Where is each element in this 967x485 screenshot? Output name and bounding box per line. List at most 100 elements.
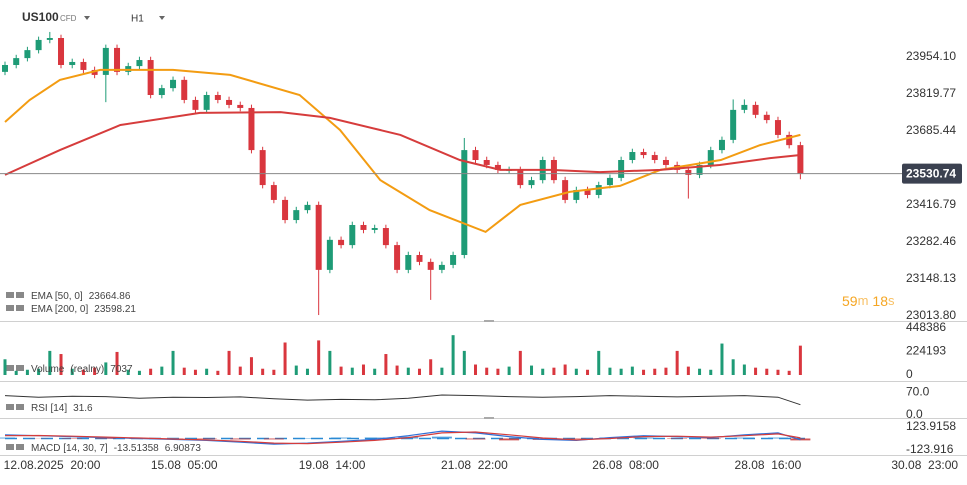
candle-body [730, 110, 736, 140]
y-tick-label: 0 [906, 367, 913, 381]
volume-bar [575, 369, 578, 375]
volume-bar [216, 371, 219, 375]
candle-body [136, 60, 142, 66]
volume-bar [104, 362, 107, 375]
legend-text: Volume [31, 364, 65, 375]
legend-entry: RSI [14]31.6 [31, 403, 93, 414]
legend-text: EMA [50, 0] [31, 291, 83, 302]
volume-bar [799, 346, 802, 375]
x-tick-label: 26.08 08:00 [592, 458, 659, 472]
candle-body [529, 180, 535, 185]
candle-body [80, 62, 86, 70]
volume-bar [306, 369, 309, 375]
candle-body [797, 145, 803, 173]
volume-bar [664, 368, 667, 375]
volume-bar [732, 359, 735, 375]
legend-text: (realny) [70, 364, 104, 375]
legend-text: MACD [14, 30, 7] [31, 443, 108, 454]
volume-bar [328, 351, 331, 375]
timeframe[interactable]: H1 [131, 14, 144, 25]
candle-body [775, 120, 781, 135]
candle-body [237, 105, 243, 108]
volume-bar [788, 371, 791, 375]
volume-bar [340, 367, 343, 375]
resize-handle[interactable] [484, 417, 494, 419]
candle-body [416, 255, 422, 262]
volume-bar [429, 359, 432, 375]
candle-body [36, 40, 42, 50]
histogram-bar [230, 438, 250, 439]
volume-bar [519, 351, 522, 375]
y-tick-label: -123.916 [906, 442, 954, 456]
resize-handle[interactable] [484, 320, 494, 322]
volume-bar [698, 369, 701, 375]
y-tick-label: 224193 [906, 344, 946, 358]
histogram-bar [264, 438, 284, 439]
volume-bar [463, 351, 466, 375]
candle-body [484, 160, 490, 165]
histogram-bar [466, 438, 486, 439]
volume-bar [183, 368, 186, 375]
y-tick-label: 448386 [906, 320, 946, 334]
volume-bar [620, 369, 623, 375]
y-tick-label: 23416.79 [906, 197, 956, 211]
y-tick-label: 123.9158 [906, 419, 956, 433]
candle-body [629, 152, 635, 160]
candle-body [562, 180, 568, 200]
candle-body [260, 150, 266, 185]
volume-bar [284, 343, 287, 375]
x-tick-label: 28.08 16:00 [735, 458, 802, 472]
volume-bar [765, 369, 768, 375]
candle-body [316, 205, 322, 270]
histogram-bar [331, 438, 351, 439]
y-tick-label: 70.0 [906, 385, 930, 399]
candle-body [304, 205, 310, 210]
candle-body [618, 160, 624, 178]
volume-bar [396, 366, 399, 375]
volume-bar [564, 365, 567, 375]
legend-text: 23598.21 [94, 304, 136, 315]
candle-body [327, 240, 333, 270]
candle-body [13, 58, 19, 65]
x-tick-label: 19.08 14:00 [299, 458, 366, 472]
legend-text: -13.51358 [114, 443, 159, 454]
candle-body [383, 228, 389, 245]
candle-body [685, 170, 691, 175]
x-tick-label: 15.08 05:00 [151, 458, 218, 472]
candle-body [517, 170, 523, 185]
candle-body [2, 65, 8, 72]
candle-body [741, 105, 747, 110]
candle-body [641, 152, 647, 155]
candle-body [226, 100, 232, 105]
volume-bar [384, 354, 387, 375]
volume-bar [261, 369, 264, 375]
histogram-bar [499, 438, 519, 440]
countdown-part: 18 [872, 293, 888, 309]
instrument-type: CFD [60, 14, 77, 23]
candle-body [349, 225, 355, 245]
candle-body [248, 108, 254, 150]
volume-bar [228, 351, 231, 375]
x-tick-label: 12.08.2025 20:00 [4, 458, 101, 472]
candle-body [24, 50, 30, 58]
volume-bar [317, 340, 320, 375]
candle-body [652, 155, 658, 160]
countdown-part: 59 [842, 293, 858, 309]
volume-bar [160, 367, 163, 375]
legend-text: RSI [14] [31, 403, 67, 414]
instrument-title[interactable]: US100 [22, 10, 59, 24]
candle-body [58, 38, 64, 65]
volume-bar [138, 371, 141, 375]
candle-body [360, 225, 366, 230]
histogram-bar [734, 438, 754, 439]
candle-body [69, 62, 75, 65]
volume-bar [295, 366, 298, 375]
x-tick-label: 30.08 23:00 [891, 458, 958, 472]
histogram-bar [432, 437, 452, 439]
countdown-part: s [888, 293, 895, 308]
histogram-bar [768, 438, 788, 439]
volume-bar [452, 335, 455, 375]
